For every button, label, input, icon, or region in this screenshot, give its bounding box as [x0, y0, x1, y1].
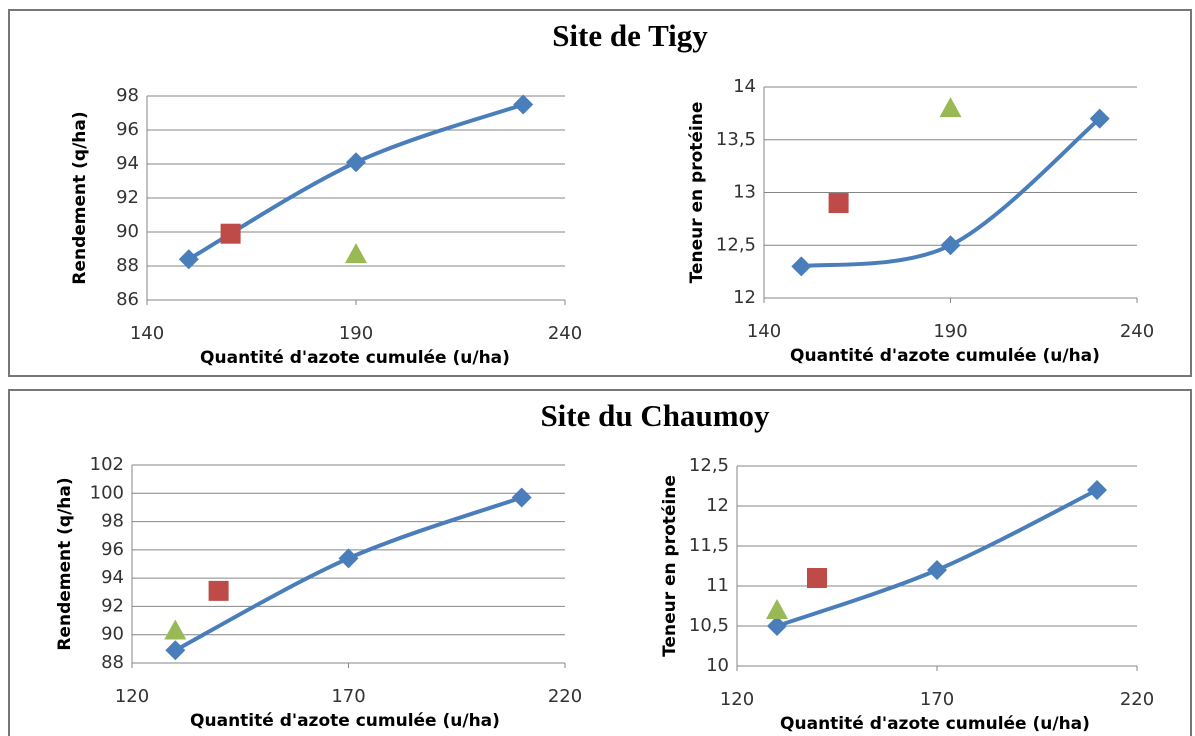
diamond-marker [791, 256, 812, 277]
square-marker [208, 580, 229, 601]
series-line [174, 495, 523, 653]
square-marker [807, 568, 827, 588]
diamond-marker [767, 616, 787, 636]
y-tick-label: 98 [116, 85, 139, 106]
x-axis-title: Quantité d'azote cumulée (u/ha) [190, 711, 500, 731]
x-tick-label: 120 [720, 689, 754, 710]
panel-frame [8, 389, 1192, 736]
y-tick-label: 102 [90, 454, 124, 475]
triangle-marker [766, 599, 788, 619]
triangle-marker [164, 619, 187, 640]
diamond-marker [1087, 480, 1107, 500]
y-tick-label: 94 [116, 153, 139, 174]
y-tick-label: 12,5 [689, 455, 729, 476]
y-tick-label: 12,5 [716, 234, 756, 255]
y-tick-label: 11 [706, 575, 729, 596]
y-tick-label: 92 [101, 595, 124, 616]
diamond-marker [511, 487, 532, 508]
x-axis-title: Quantité d'azote cumulée (u/ha) [790, 346, 1100, 366]
y-axis-title: Rendement (q/ha) [55, 477, 75, 650]
y-tick-label: 100 [90, 482, 124, 503]
x-tick-label: 190 [933, 321, 967, 342]
y-tick-label: 10,5 [689, 615, 729, 636]
y-tick-label: 92 [116, 187, 139, 208]
series-line [776, 488, 1098, 628]
y-axis-title: Teneur en protéine [660, 475, 680, 657]
panel-title: Site du Chaumoy [540, 398, 770, 433]
x-tick-label: 170 [920, 689, 954, 710]
y-tick-label: 14 [733, 76, 756, 97]
y-tick-label: 96 [116, 119, 139, 140]
diamond-marker [346, 152, 366, 173]
y-axis-title: Rendement (q/ha) [70, 111, 90, 284]
y-tick-label: 11,5 [689, 535, 729, 556]
diamond-marker [513, 94, 534, 115]
triangle-marker [345, 243, 367, 264]
y-tick-label: 90 [101, 624, 124, 645]
x-tick-label: 140 [747, 321, 781, 342]
x-tick-label: 240 [548, 323, 582, 344]
x-axis-title: Quantité d'azote cumulée (u/ha) [780, 714, 1090, 734]
y-tick-label: 13,5 [716, 129, 756, 150]
diamond-marker [178, 249, 199, 270]
y-tick-label: 88 [101, 652, 124, 673]
diamond-marker [1089, 108, 1110, 129]
y-tick-label: 96 [101, 539, 124, 560]
x-tick-label: 170 [331, 686, 365, 707]
square-marker [220, 223, 241, 244]
y-tick-label: 94 [101, 567, 124, 588]
y-tick-label: 12 [706, 495, 729, 516]
square-marker [828, 193, 849, 214]
diamond-marker [165, 640, 186, 661]
triangle-marker [939, 97, 962, 118]
panel-frame [8, 9, 1192, 377]
x-tick-label: 220 [548, 686, 582, 707]
y-tick-label: 88 [116, 255, 139, 276]
diamond-marker [940, 235, 961, 256]
x-tick-label: 120 [115, 686, 149, 707]
y-tick-label: 98 [101, 511, 124, 532]
x-tick-label: 190 [339, 323, 373, 344]
diamond-marker [927, 560, 947, 580]
x-tick-label: 240 [1120, 321, 1154, 342]
y-tick-label: 90 [116, 221, 139, 242]
x-tick-label: 140 [130, 323, 164, 344]
diamond-marker [338, 548, 359, 569]
y-tick-label: 13 [733, 182, 756, 203]
y-axis-title: Teneur en protéine [687, 102, 707, 284]
y-tick-label: 10 [706, 655, 729, 676]
x-axis-title: Quantité d'azote cumulée (u/ha) [200, 348, 510, 368]
panel-title: Site de Tigy [552, 18, 708, 53]
x-tick-label: 220 [1120, 689, 1154, 710]
y-tick-label: 86 [116, 289, 139, 310]
y-tick-label: 12 [733, 287, 756, 308]
